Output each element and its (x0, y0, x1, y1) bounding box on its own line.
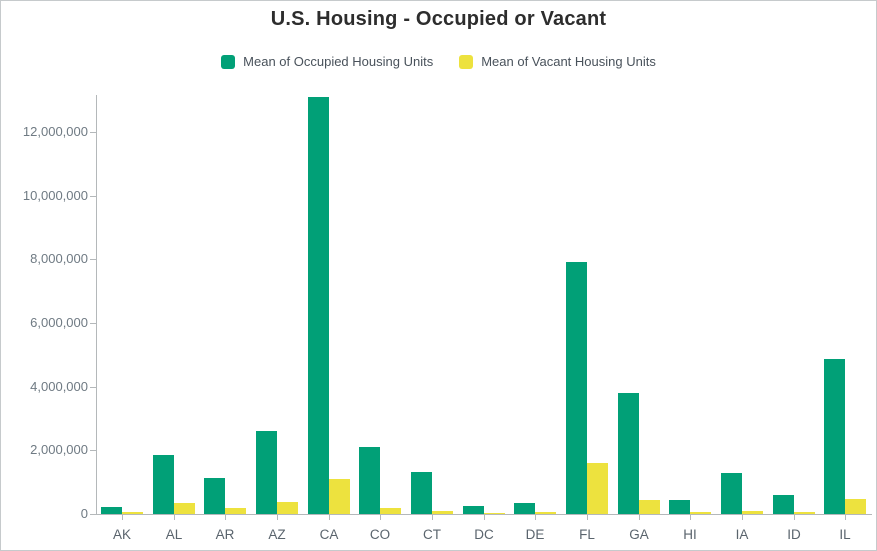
bar-vacant-AZ[interactable] (277, 502, 298, 514)
bar-vacant-GA[interactable] (639, 500, 660, 514)
x-axis-tick (845, 515, 846, 520)
x-axis-tick (535, 515, 536, 520)
legend-item-occupied[interactable]: Mean of Occupied Housing Units (221, 54, 433, 69)
bar-vacant-IA[interactable] (742, 511, 763, 514)
bar-vacant-CA[interactable] (329, 479, 350, 514)
bar-occupied-IL[interactable] (824, 359, 845, 514)
x-tick-label-CO: CO (369, 527, 391, 542)
legend-label-occupied: Mean of Occupied Housing Units (243, 54, 434, 69)
x-axis-line (96, 514, 872, 515)
x-axis-tick (794, 515, 795, 520)
x-tick-label-AL: AL (165, 527, 183, 542)
bar-vacant-ID[interactable] (794, 512, 815, 514)
y-axis-tick (90, 387, 97, 388)
bar-occupied-GA[interactable] (618, 393, 639, 514)
y-tick-label: 0 (80, 506, 88, 521)
x-axis-tick (329, 515, 330, 520)
x-axis-tick (225, 515, 226, 520)
bar-vacant-CT[interactable] (432, 511, 453, 514)
bar-occupied-FL[interactable] (566, 262, 587, 514)
x-axis-tick (690, 515, 691, 520)
x-axis-tick (174, 515, 175, 520)
x-tick-label-ID: ID (787, 527, 801, 542)
bar-vacant-IL[interactable] (845, 499, 866, 514)
x-tick-label-AZ: AZ (268, 527, 286, 542)
y-tick-label: 4,000,000 (30, 379, 88, 394)
y-axis-tick (90, 259, 97, 260)
y-axis-tick (90, 323, 97, 324)
x-axis-tick (432, 515, 433, 520)
y-axis-tick (90, 450, 97, 451)
occupied-series-swatch-icon (221, 54, 236, 69)
x-axis-tick (742, 515, 743, 520)
y-tick-label: 2,000,000 (30, 442, 88, 457)
x-tick-label-HI: HI (683, 527, 697, 542)
y-axis-tick (90, 514, 97, 515)
bar-occupied-CO[interactable] (359, 447, 380, 514)
y-tick-label: 12,000,000 (22, 124, 88, 139)
x-axis-tick (484, 515, 485, 520)
x-tick-label-DC: DC (474, 527, 494, 542)
bar-vacant-AL[interactable] (174, 503, 195, 514)
x-tick-label-FL: FL (579, 527, 595, 542)
x-tick-label-DE: DE (525, 527, 545, 542)
x-tick-label-IA: IA (735, 527, 749, 542)
bar-occupied-CA[interactable] (308, 97, 329, 514)
bar-occupied-ID[interactable] (773, 495, 794, 514)
x-axis-tick (277, 515, 278, 520)
bar-vacant-DC[interactable] (484, 513, 505, 514)
bar-occupied-HI[interactable] (669, 500, 690, 514)
bar-occupied-AL[interactable] (153, 455, 174, 514)
y-axis-tick (90, 132, 97, 133)
bar-occupied-DC[interactable] (463, 506, 484, 514)
bar-occupied-CT[interactable] (411, 472, 432, 514)
chart-legend: Mean of Occupied Housing Units Mean of V… (1, 54, 876, 69)
bar-occupied-IA[interactable] (721, 473, 742, 514)
chart-title: U.S. Housing - Occupied or Vacant (270, 8, 607, 30)
x-tick-label-GA: GA (629, 527, 649, 542)
bar-vacant-FL[interactable] (587, 463, 608, 514)
x-tick-label-CT: CT (423, 527, 441, 542)
bar-occupied-AZ[interactable] (256, 431, 277, 514)
bar-vacant-HI[interactable] (690, 512, 711, 514)
bar-occupied-AR[interactable] (204, 478, 225, 514)
x-axis-tick (122, 515, 123, 520)
bar-vacant-DE[interactable] (535, 512, 556, 514)
x-tick-label-AK: AK (112, 527, 131, 542)
y-tick-label: 6,000,000 (30, 315, 88, 330)
x-axis-tick (639, 515, 640, 520)
x-tick-label-CA: CA (319, 527, 339, 542)
bar-vacant-AK[interactable] (122, 512, 143, 514)
y-tick-label: 10,000,000 (22, 188, 88, 203)
legend-label-vacant: Mean of Vacant Housing Units (481, 54, 656, 69)
y-axis-line (96, 95, 97, 515)
x-axis-tick (380, 515, 381, 520)
x-axis-tick (587, 515, 588, 520)
x-tick-label-IL: IL (839, 527, 851, 542)
vacant-series-swatch-icon (459, 54, 474, 69)
bar-vacant-CO[interactable] (380, 508, 401, 514)
legend-item-vacant[interactable]: Mean of Vacant Housing Units (459, 54, 656, 69)
bar-vacant-AR[interactable] (225, 508, 246, 514)
bar-occupied-DE[interactable] (514, 503, 535, 514)
y-axis-tick (90, 196, 97, 197)
y-tick-label: 8,000,000 (30, 251, 88, 266)
bar-occupied-AK[interactable] (101, 507, 122, 514)
x-tick-label-AR: AR (215, 527, 235, 542)
